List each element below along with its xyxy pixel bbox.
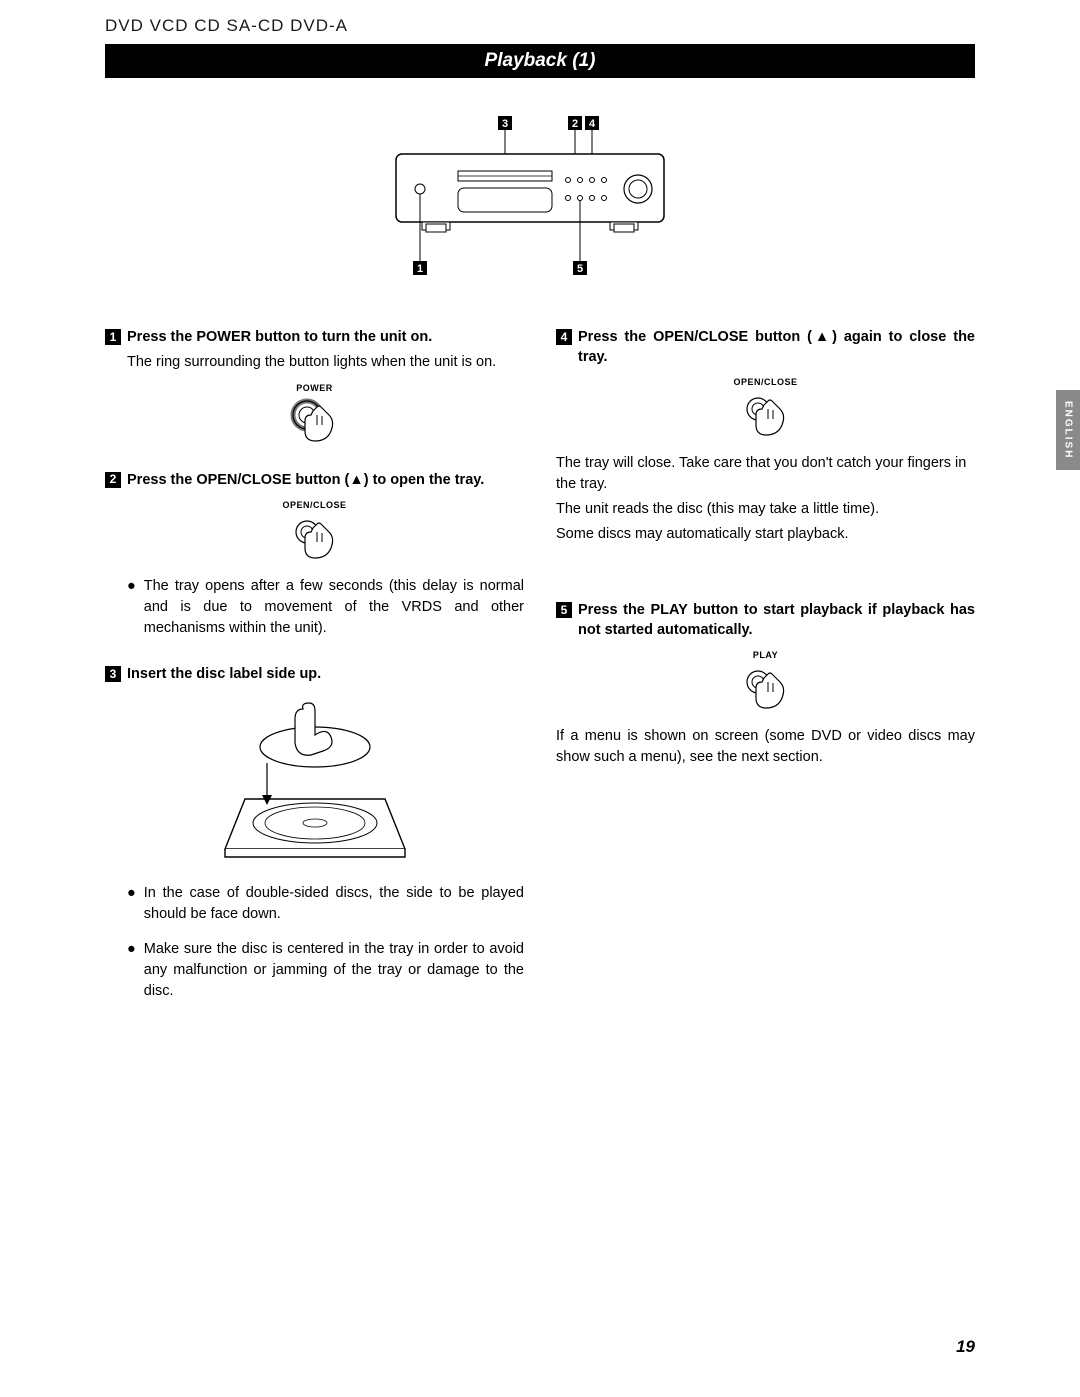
openclose-button-illustration: OPEN/CLOSE xyxy=(105,500,524,562)
step-3: 3 Insert the disc label side up. xyxy=(105,665,524,1002)
language-tab: ENGLISH xyxy=(1056,390,1080,470)
press-icon xyxy=(740,664,792,712)
step-num: 2 xyxy=(105,472,121,488)
right-column: 4 Press the OPEN/CLOSE button (▲) again … xyxy=(556,328,975,1028)
bullet-text: ● In the case of double-sided discs, the… xyxy=(105,883,524,925)
bullet-dot: ● xyxy=(127,939,136,1002)
power-button-illustration: POWER xyxy=(105,383,524,445)
step-body: The ring surrounding the button lights w… xyxy=(105,352,524,373)
left-column: 1 Press the POWER button to turn the uni… xyxy=(105,328,524,1028)
step-num: 1 xyxy=(105,329,121,345)
power-label: POWER xyxy=(296,383,333,393)
step-body: The unit reads the disc (this may take a… xyxy=(556,499,975,520)
step-heading: Press the OPEN/CLOSE button (▲) to open … xyxy=(127,471,484,491)
disc-insert-illustration xyxy=(105,699,524,869)
step-heading: Press the OPEN/CLOSE button (▲) again to… xyxy=(578,328,975,367)
step-2: 2 Press the OPEN/CLOSE button (▲) to ope… xyxy=(105,471,524,640)
step-5: 5 Press the PLAY button to start playbac… xyxy=(556,601,975,768)
bullet-dot: ● xyxy=(127,576,136,639)
play-label: PLAY xyxy=(753,650,778,660)
openclose-label: OPEN/CLOSE xyxy=(282,500,346,510)
step-num: 3 xyxy=(105,666,121,682)
callout-4: 4 xyxy=(589,118,596,130)
step-heading: Insert the disc label side up. xyxy=(127,665,321,685)
step-heading: Press the POWER button to turn the unit … xyxy=(127,328,432,348)
callout-5: 5 xyxy=(577,263,583,275)
press-icon xyxy=(740,391,792,439)
bullet-dot: ● xyxy=(127,883,136,925)
press-icon xyxy=(289,514,341,562)
step-4: 4 Press the OPEN/CLOSE button (▲) again … xyxy=(556,328,975,545)
format-labels: DVD VCD CD SA-CD DVD-A xyxy=(0,0,1080,36)
page-number: 19 xyxy=(956,1337,975,1357)
bullet-text: ● Make sure the disc is centered in the … xyxy=(105,939,524,1002)
callout-1: 1 xyxy=(417,263,423,275)
step-num: 5 xyxy=(556,602,572,618)
callout-3: 3 xyxy=(502,118,508,130)
step-body: The tray will close. Take care that you … xyxy=(556,453,975,495)
step-num: 4 xyxy=(556,329,572,345)
device-diagram: 3 2 4 xyxy=(0,108,1080,298)
bullet-text: ● The tray opens after a few seconds (th… xyxy=(105,576,524,639)
openclose-label: OPEN/CLOSE xyxy=(733,377,797,387)
step-heading: Press the PLAY button to start playback … xyxy=(578,601,975,640)
callout-2: 2 xyxy=(572,118,578,130)
press-icon xyxy=(289,397,341,445)
openclose-button-illustration: OPEN/CLOSE xyxy=(556,377,975,439)
step-1: 1 Press the POWER button to turn the uni… xyxy=(105,328,524,445)
step-body: If a menu is shown on screen (some DVD o… xyxy=(556,726,975,768)
step-body: Some discs may automatically start playb… xyxy=(556,524,975,545)
play-button-illustration: PLAY xyxy=(556,650,975,712)
section-title: Playback (1) xyxy=(105,44,975,78)
